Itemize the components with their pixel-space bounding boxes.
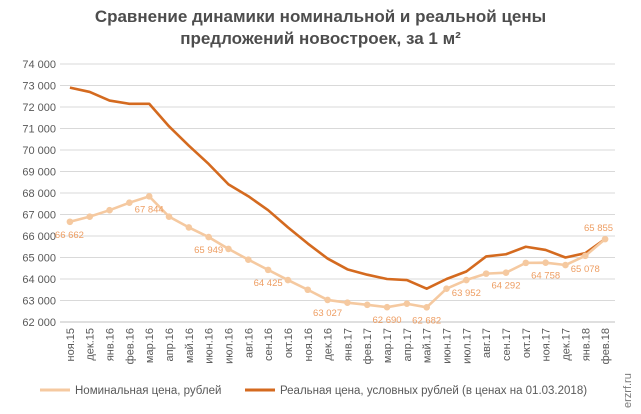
nominal-price-point bbox=[463, 276, 470, 284]
y-tick-label: 69 000 bbox=[22, 167, 56, 179]
nominal-price-point bbox=[126, 199, 133, 206]
data-label: 64 758 bbox=[531, 271, 560, 282]
legend: Номинальная цена, рублей Реальная цена, у… bbox=[40, 385, 587, 397]
nominal-price-point bbox=[304, 286, 312, 294]
x-tick-label: дек.17 bbox=[560, 328, 572, 361]
y-tick-label: 65 000 bbox=[22, 253, 56, 265]
nominal-price-point bbox=[522, 259, 530, 267]
nominal-price-point bbox=[106, 206, 113, 214]
series-lines bbox=[69, 86, 606, 309]
x-tick-label: янв.18 bbox=[580, 328, 592, 361]
chart-title-line-1: Сравнение динамики номинальной и реально… bbox=[94, 7, 547, 26]
x-tick-label: окт.17 bbox=[521, 328, 533, 358]
x-tick-label: фев.16 bbox=[124, 328, 136, 364]
x-tick-label: сен.17 bbox=[501, 328, 513, 361]
data-label: 65 078 bbox=[571, 264, 600, 275]
x-tick-label: июн.16 bbox=[204, 328, 216, 364]
x-tick-label: июл.16 bbox=[223, 328, 235, 364]
x-tick-label: июл.17 bbox=[461, 328, 473, 364]
nominal-price-point bbox=[245, 256, 252, 263]
nominal-price-point bbox=[344, 299, 351, 306]
nominal-price-point bbox=[324, 296, 331, 304]
x-tick-label: фев.17 bbox=[362, 328, 374, 364]
data-label: 66 662 bbox=[55, 230, 84, 241]
real-price-line bbox=[69, 86, 606, 290]
x-tick-label: окт.16 bbox=[283, 328, 295, 358]
x-tick-label: май.17 bbox=[422, 328, 434, 363]
nominal-price-point bbox=[264, 266, 272, 274]
y-tick-label: 64 000 bbox=[22, 274, 56, 286]
x-tick-label: май.16 bbox=[184, 328, 196, 363]
nominal-price-point bbox=[423, 304, 430, 311]
x-tick-label: мар.16 bbox=[144, 328, 156, 363]
data-label: 67 844 bbox=[135, 204, 164, 215]
y-tick-label: 71 000 bbox=[22, 124, 56, 136]
nominal-price-point bbox=[284, 276, 292, 284]
x-tick-label: апр.17 bbox=[402, 328, 414, 361]
nominal-price-line bbox=[69, 195, 606, 309]
nominal-price-point bbox=[383, 303, 391, 311]
data-label: 65 855 bbox=[584, 223, 613, 234]
nominal-price-point bbox=[66, 218, 74, 226]
y-tick-label: 72 000 bbox=[22, 102, 56, 114]
data-label: 64 425 bbox=[254, 278, 283, 289]
x-tick-label: авг.16 bbox=[243, 328, 255, 358]
data-label: 62 682 bbox=[412, 315, 441, 326]
x-tick-label: сен.16 bbox=[263, 328, 275, 361]
y-tick-label: 68 000 bbox=[22, 188, 56, 200]
nominal-price-point bbox=[225, 245, 232, 253]
data-label: 63 027 bbox=[313, 308, 342, 319]
series-points bbox=[66, 193, 609, 311]
legend-label-real: Реальная цена, условных рублей (в ценах … bbox=[280, 385, 587, 397]
x-tick-label: дек.16 bbox=[323, 328, 335, 361]
nominal-price-point bbox=[403, 300, 411, 308]
nominal-price-point bbox=[165, 213, 173, 220]
chart-title: Сравнение динамики номинальной и реально… bbox=[0, 6, 641, 50]
x-tick-label: янв.16 bbox=[105, 328, 117, 361]
nominal-price-point bbox=[581, 252, 589, 260]
x-tick-label: ноя.16 bbox=[303, 328, 315, 361]
nominal-price-point bbox=[562, 261, 569, 269]
nominal-price-point bbox=[145, 193, 153, 200]
legend-label-nominal: Номинальная цена, рублей bbox=[75, 385, 221, 397]
x-tick-label: ноя.17 bbox=[541, 328, 553, 361]
nominal-price-point bbox=[363, 301, 371, 309]
data-label: 64 292 bbox=[491, 281, 520, 292]
nominal-price-point bbox=[542, 259, 549, 267]
nominal-price-point bbox=[443, 285, 450, 292]
x-axis-ticks: ноя.15 дек.15 янв.16 фев.16 мар.16 апр.16 май.… bbox=[60, 321, 615, 364]
data-label: 65 949 bbox=[194, 245, 223, 256]
data-label: 62 690 bbox=[373, 315, 402, 326]
data-labels: 66 662 67 844 65 949 64 425 63 027 62 690 62 6… bbox=[55, 204, 613, 326]
x-tick-label: мар.17 bbox=[382, 328, 394, 363]
x-tick-label: дек.15 bbox=[85, 328, 97, 361]
y-tick-label: 74 000 bbox=[22, 59, 56, 71]
y-tick-label: 70 000 bbox=[22, 145, 56, 157]
x-tick-label: янв.17 bbox=[342, 328, 354, 361]
y-tick-label: 73 000 bbox=[22, 81, 56, 93]
nominal-price-point bbox=[86, 213, 94, 220]
nominal-price-point bbox=[482, 270, 490, 277]
y-axis-ticks: 62 000 63 000 64 000 65 000 66 000 67 000 68 0… bbox=[22, 59, 56, 329]
data-label: 63 952 bbox=[452, 288, 481, 299]
nominal-price-point bbox=[205, 233, 212, 241]
nominal-price-point bbox=[601, 235, 609, 243]
x-tick-label: апр.16 bbox=[164, 328, 176, 361]
x-tick-label: авг.17 bbox=[481, 328, 493, 358]
x-tick-label: июн.17 bbox=[442, 328, 454, 364]
nominal-price-point bbox=[185, 224, 193, 231]
x-tick-label: фев.18 bbox=[600, 328, 612, 364]
y-tick-label: 62 000 bbox=[22, 317, 56, 329]
nominal-price-point bbox=[502, 269, 510, 277]
chart-title-line-2: предложений новостроек, за 1 м² bbox=[180, 29, 461, 48]
y-tick-label: 66 000 bbox=[22, 231, 56, 243]
y-tick-label: 63 000 bbox=[22, 296, 56, 308]
x-tick-label: ноя.15 bbox=[65, 328, 77, 361]
y-tick-label: 67 000 bbox=[22, 210, 56, 222]
watermark: erzrf.ru bbox=[622, 373, 634, 408]
